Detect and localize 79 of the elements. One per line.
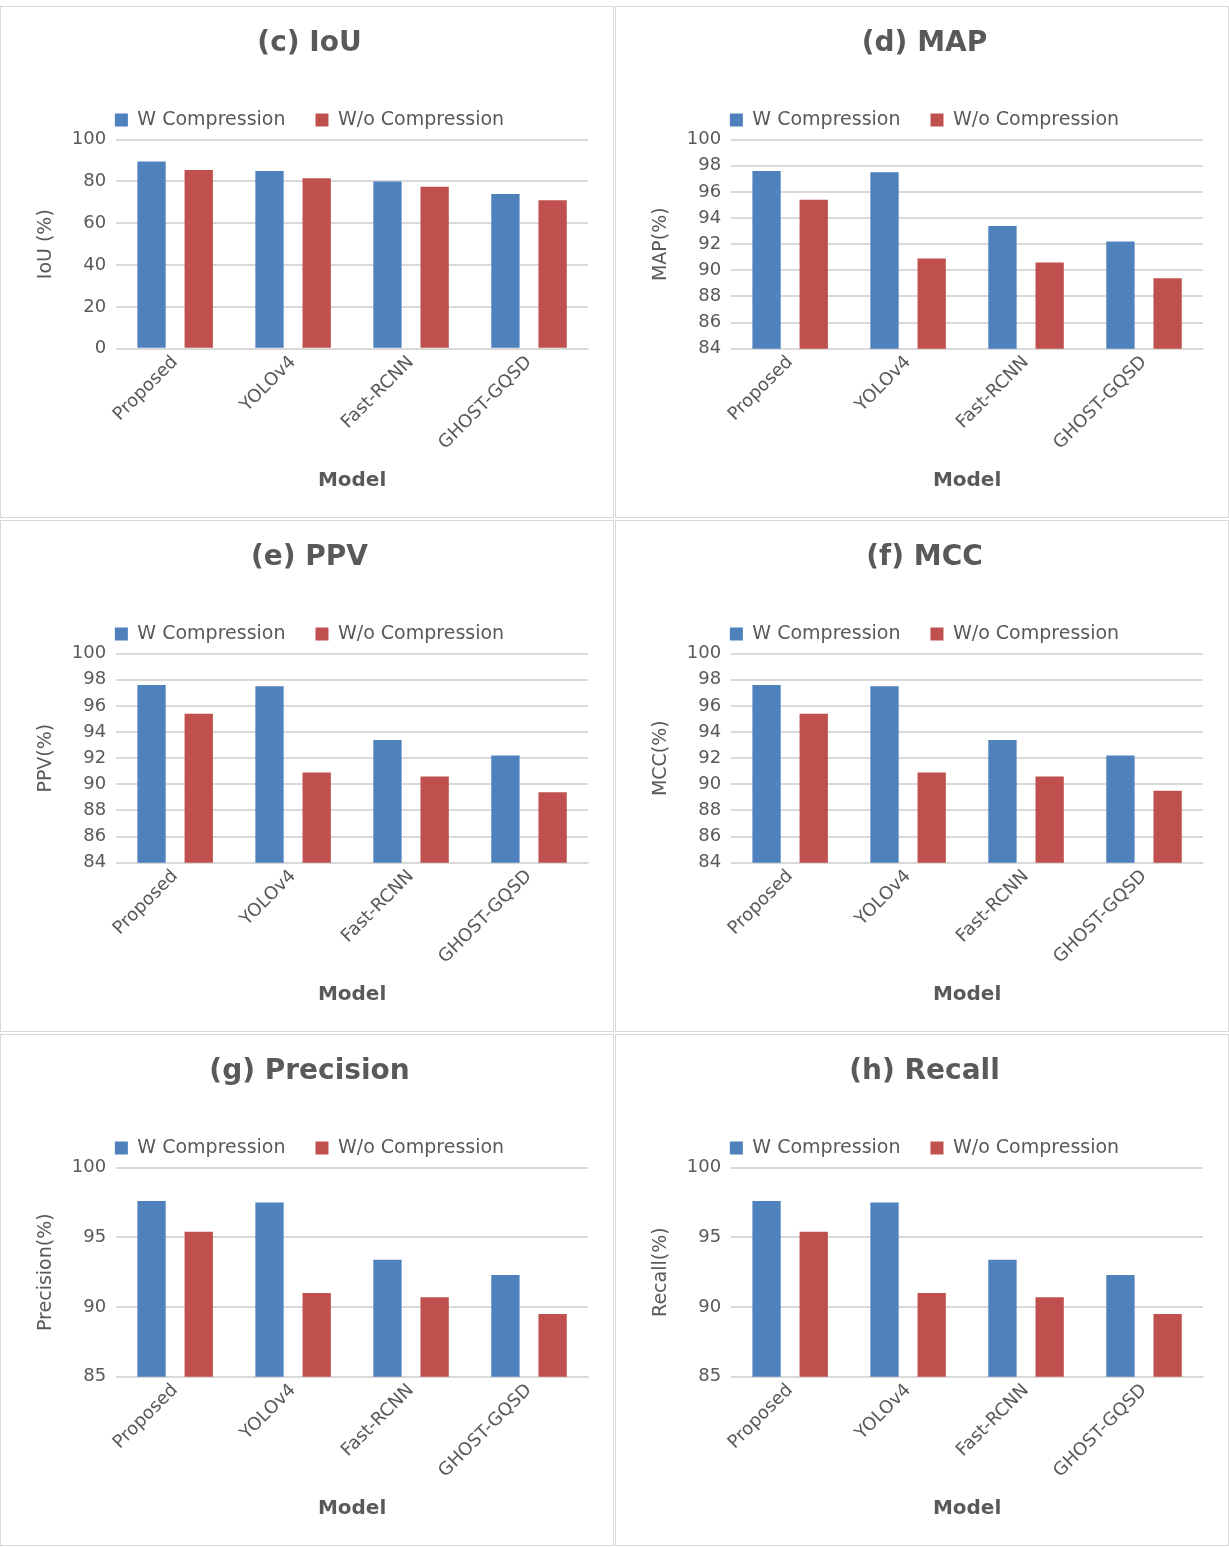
bar xyxy=(491,193,520,348)
y-tick-label: 100 xyxy=(71,1155,107,1177)
y-tick-label: 84 xyxy=(83,850,107,872)
y-tick-label: 88 xyxy=(83,798,107,820)
y-tick-label: 94 xyxy=(698,205,722,227)
y-tick-label: 90 xyxy=(698,772,722,793)
y-axis-title: Precision(%) xyxy=(33,1213,56,1332)
y-tick-label: 40 xyxy=(83,252,107,274)
y-tick-label: 60 xyxy=(83,210,107,232)
bar xyxy=(302,178,331,348)
y-tick-label: 98 xyxy=(698,153,722,175)
y-tick-label: 96 xyxy=(698,693,722,715)
y-tick-label: 86 xyxy=(698,310,722,332)
y-axis-title: IoU (%) xyxy=(33,209,56,280)
x-axis-title: Model xyxy=(317,1495,387,1520)
y-tick-label: 98 xyxy=(83,667,107,689)
chart-title: (h) Recall xyxy=(849,1053,1000,1087)
y-axis-title: MCC(%) xyxy=(648,720,671,797)
y-axis-title: PPV(%) xyxy=(33,723,56,793)
chart-title: (e) PPV xyxy=(250,539,369,573)
y-tick-label: 80 xyxy=(83,169,107,191)
y-tick-label: 96 xyxy=(83,693,107,715)
chart-title: (f) MCC xyxy=(866,539,983,573)
x-axis-title: Model xyxy=(317,981,387,1006)
legend-label: W/o Compression xyxy=(337,107,505,130)
y-tick-label: 0 xyxy=(94,336,107,358)
y-tick-label: 100 xyxy=(71,127,107,149)
legend-label: W/o Compression xyxy=(337,621,505,644)
bar xyxy=(373,181,402,348)
y-tick-label: 90 xyxy=(698,258,722,279)
legend-label: W/o Compression xyxy=(952,621,1120,644)
y-tick-label: 92 xyxy=(83,745,107,767)
y-tick-label: 90 xyxy=(698,1294,722,1316)
x-axis-title: Model xyxy=(317,467,387,492)
y-tick-label: 100 xyxy=(71,641,107,663)
y-tick-label: 88 xyxy=(698,798,722,820)
bar xyxy=(137,161,166,348)
y-tick-label: 92 xyxy=(698,231,722,253)
y-tick-label: 95 xyxy=(698,1224,722,1246)
y-tick-label: 94 xyxy=(83,719,107,741)
y-axis-title: Recall(%) xyxy=(648,1227,671,1317)
legend-label: W Compression xyxy=(137,621,286,644)
legend-label: W Compression xyxy=(752,1135,901,1158)
legend-label: W Compression xyxy=(752,107,901,130)
legend-label: W/o Compression xyxy=(952,107,1120,130)
y-tick-label: 90 xyxy=(83,1294,107,1316)
y-tick-label: 92 xyxy=(698,745,722,767)
y-tick-label: 20 xyxy=(83,294,107,316)
y-tick-label: 84 xyxy=(698,850,722,872)
y-tick-label: 85 xyxy=(83,1364,107,1386)
legend-label: W Compression xyxy=(752,621,901,644)
chart-title: (g) Precision xyxy=(209,1053,410,1087)
y-tick-label: 85 xyxy=(698,1364,722,1386)
bar xyxy=(184,169,213,348)
x-axis-title: Model xyxy=(932,1495,1002,1520)
legend-label: W Compression xyxy=(137,107,286,130)
y-tick-label: 100 xyxy=(686,127,722,149)
y-tick-label: 88 xyxy=(698,284,722,306)
y-tick-label: 100 xyxy=(686,641,722,663)
bar xyxy=(255,170,284,348)
y-tick-label: 90 xyxy=(83,772,107,793)
y-tick-label: 94 xyxy=(698,719,722,741)
y-tick-label: 95 xyxy=(83,1224,107,1246)
y-tick-label: 98 xyxy=(698,667,722,689)
chart-title: (d) MAP xyxy=(861,25,988,59)
bar xyxy=(420,186,449,348)
y-axis-title: MAP(%) xyxy=(648,207,671,282)
bar xyxy=(538,200,567,348)
legend-label: W/o Compression xyxy=(337,1135,505,1158)
legend-label: W Compression xyxy=(137,1135,286,1158)
y-tick-label: 100 xyxy=(686,1155,722,1177)
legend-label: W/o Compression xyxy=(952,1135,1120,1158)
x-axis-title: Model xyxy=(932,981,1002,1006)
y-tick-label: 86 xyxy=(698,824,722,846)
y-tick-label: 96 xyxy=(698,179,722,201)
y-tick-label: 84 xyxy=(698,336,722,358)
chart-title: (c) IoU xyxy=(257,25,362,59)
x-axis-title: Model xyxy=(932,467,1002,492)
y-tick-label: 86 xyxy=(83,824,107,846)
